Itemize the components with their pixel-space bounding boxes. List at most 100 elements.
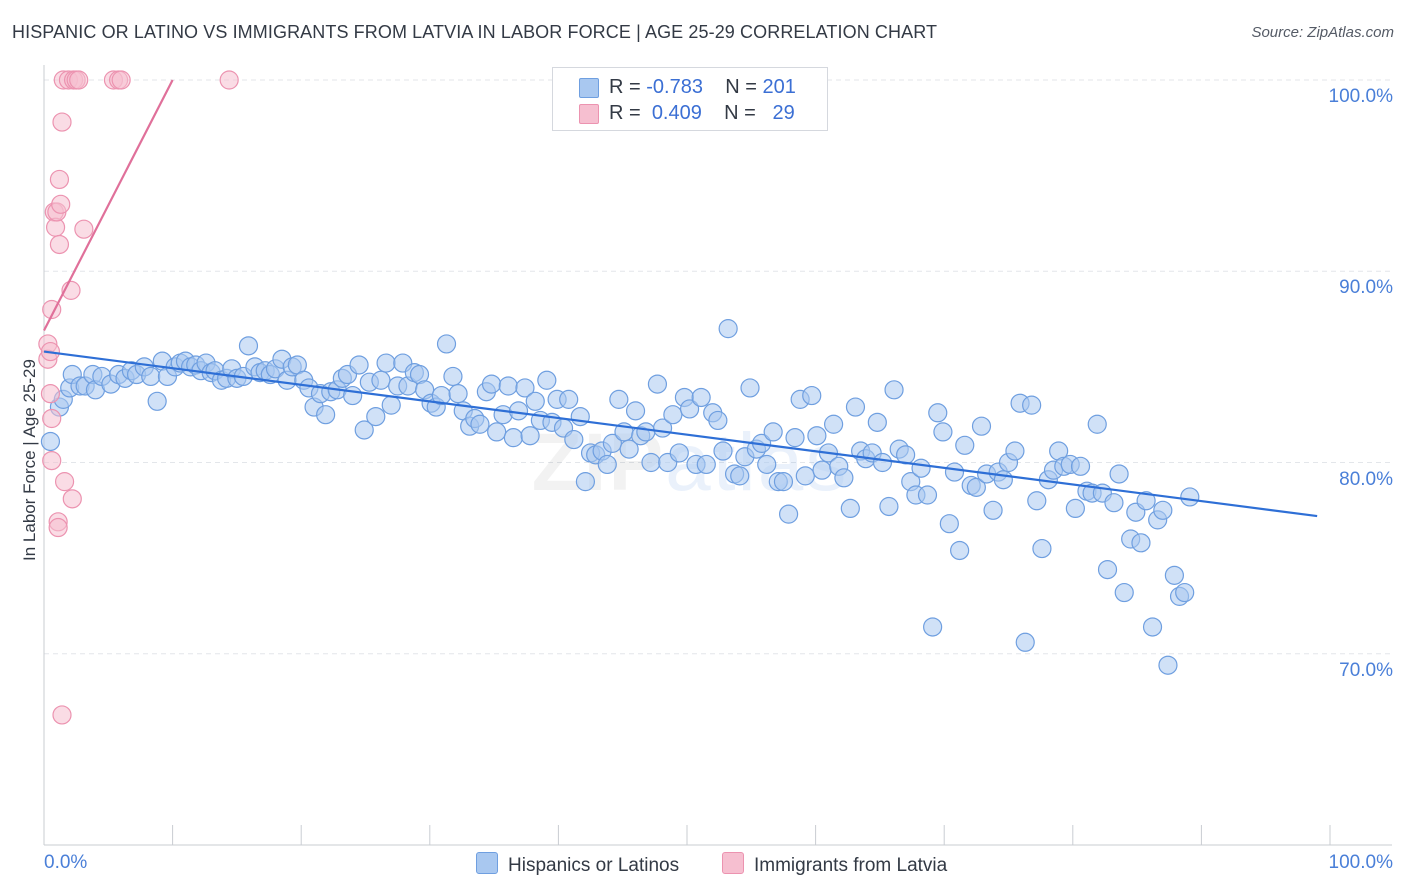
data-point — [834, 468, 854, 488]
data-point — [371, 370, 391, 390]
correlation-legend: R = -0.783 N = 201 R = 0.409 N = 29 — [552, 67, 828, 131]
data-point — [1070, 456, 1091, 476]
data-point — [349, 355, 369, 375]
data-point — [602, 433, 623, 453]
legend-n-value: 201 — [762, 76, 796, 98]
data-point — [520, 426, 540, 446]
data-point — [54, 472, 75, 492]
data-point — [757, 454, 777, 475]
legend-n-label: N = — [724, 102, 756, 124]
data-point — [74, 219, 94, 239]
data-point — [867, 412, 887, 432]
data-point — [470, 414, 490, 434]
data-point — [609, 389, 629, 409]
data-point — [597, 454, 617, 475]
data-point — [1027, 491, 1047, 511]
data-point — [69, 70, 89, 90]
data-point — [778, 504, 799, 524]
data-point — [1131, 533, 1151, 553]
data-point — [1022, 395, 1042, 415]
data-point — [1158, 655, 1178, 675]
data-point — [802, 385, 822, 406]
data-point — [381, 395, 401, 415]
trend-lines — [43, 79, 1318, 518]
legend-n-label: N = — [725, 76, 757, 98]
legend-swatch-blue — [579, 78, 599, 98]
data-point — [763, 422, 783, 442]
data-point — [564, 429, 584, 450]
data-point — [141, 366, 161, 387]
y-tick-label: 80.0% — [1339, 468, 1393, 490]
data-point — [575, 472, 596, 492]
data-point — [51, 194, 71, 214]
data-point — [40, 384, 61, 404]
data-point — [42, 408, 62, 429]
data-point — [481, 374, 502, 394]
data-point — [928, 403, 948, 423]
data-point — [62, 489, 82, 509]
data-point — [718, 319, 738, 339]
x-tick-max: 100.0% — [1328, 852, 1393, 873]
data-point — [1142, 617, 1163, 637]
data-point — [669, 443, 689, 463]
legend-swatch-pink — [579, 104, 599, 124]
data-point — [498, 376, 518, 396]
chart-title: HISPANIC OR LATINO VS IMMIGRANTS FROM LA… — [12, 22, 938, 42]
data-point — [537, 370, 557, 390]
data-point — [966, 477, 986, 497]
y-tick-label: 90.0% — [1339, 277, 1393, 299]
trend-line-hispanics — [43, 350, 1318, 518]
data-point — [448, 384, 468, 404]
data-point — [1136, 491, 1156, 511]
data-point — [1087, 414, 1107, 434]
data-point — [840, 498, 860, 518]
data-point — [1114, 582, 1134, 603]
legend-swatch-pink — [722, 852, 744, 874]
data-point — [1164, 565, 1184, 585]
data-point — [923, 617, 943, 637]
data-point — [1104, 493, 1124, 513]
data-point — [773, 472, 794, 492]
data-point — [1180, 487, 1200, 507]
data-point — [679, 399, 700, 419]
y-tick-label: 70.0% — [1339, 659, 1393, 681]
data-point — [436, 334, 457, 354]
data-point — [911, 458, 931, 478]
data-point — [570, 407, 590, 427]
data-point — [983, 500, 1003, 520]
data-point — [917, 485, 938, 505]
data-point — [1032, 538, 1052, 559]
y-axis-label: In Labor Force | Age 25-29 — [20, 359, 39, 561]
data-point — [663, 405, 683, 425]
data-point — [807, 426, 827, 446]
data-point — [147, 391, 167, 411]
data-point — [1109, 464, 1129, 484]
data-point — [238, 336, 259, 356]
data-point — [713, 441, 733, 461]
data-point — [219, 70, 239, 90]
data-point — [343, 385, 363, 406]
trend-line-latvia — [43, 79, 174, 332]
bottom-legend-latvia: Immigrants from Latvia — [722, 852, 947, 877]
data-point — [48, 517, 68, 538]
data-point — [49, 169, 70, 190]
data-point — [845, 397, 866, 417]
data-point — [316, 405, 336, 425]
data-point — [812, 460, 832, 480]
data-point — [1175, 582, 1195, 603]
legend-swatch-blue — [476, 852, 498, 874]
data-point — [515, 378, 535, 398]
data-point — [824, 414, 844, 434]
legend-r-value: -0.783 — [646, 76, 703, 98]
data-point — [52, 112, 72, 132]
data-point — [636, 422, 656, 442]
data-point — [795, 466, 815, 486]
series-latvia-points — [38, 70, 239, 725]
data-point — [40, 431, 61, 452]
data-point — [785, 428, 805, 448]
y-tick-label: 100.0% — [1328, 86, 1393, 107]
x-tick-min: 0.0% — [44, 852, 88, 873]
data-point — [641, 452, 661, 473]
data-point — [625, 401, 646, 421]
